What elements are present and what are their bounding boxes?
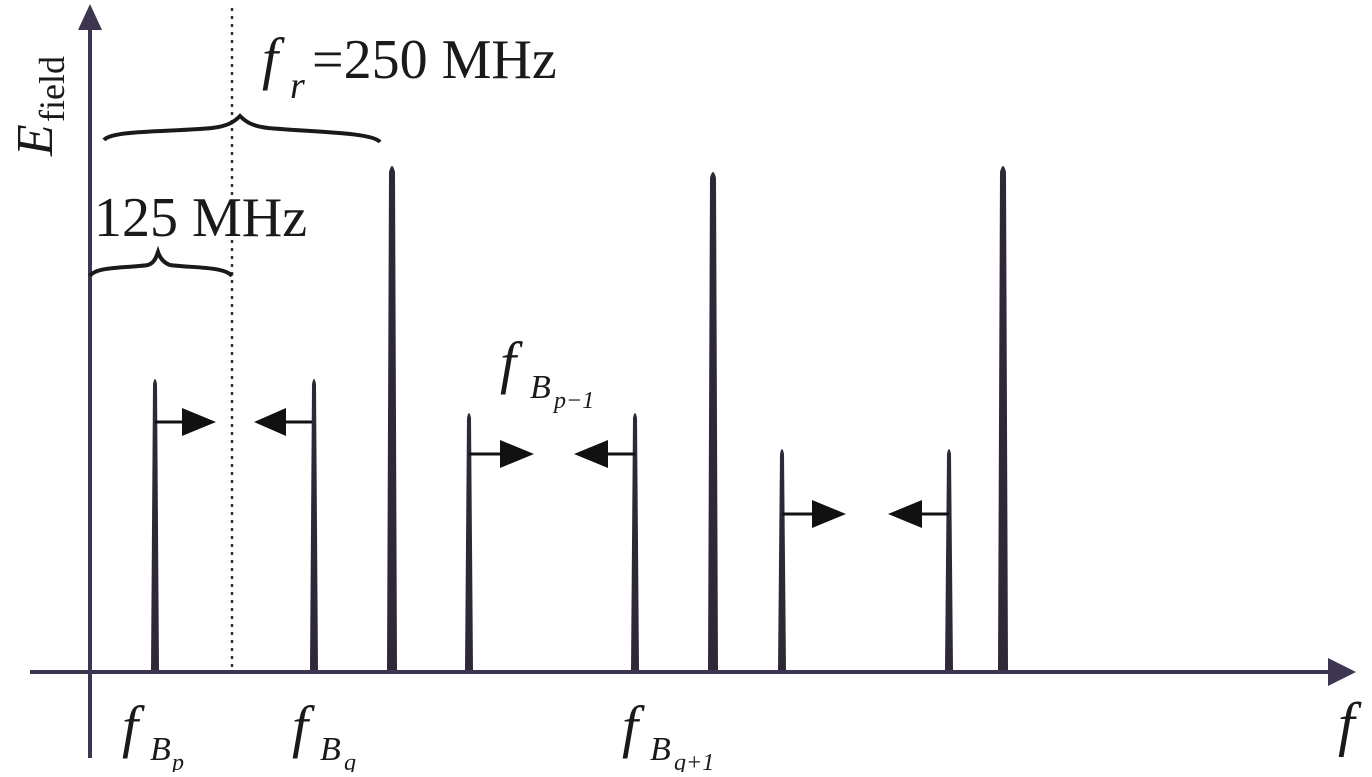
beat-arrows bbox=[155, 408, 949, 528]
arrow-right-2 bbox=[469, 440, 534, 468]
y-axis-label-sub: field bbox=[32, 56, 72, 122]
beat-lines bbox=[151, 379, 953, 670]
label-f-bp: f B p bbox=[122, 694, 184, 776]
label-f-bp1: f B p−1 bbox=[500, 330, 594, 414]
label-f-bq-subsub: q bbox=[344, 750, 356, 772]
comb-line-2 bbox=[708, 172, 718, 670]
label-f-bq1-sub: B bbox=[650, 731, 671, 768]
label-f-bq1: f B q+1 bbox=[622, 694, 714, 776]
y-axis-label: E field bbox=[7, 56, 72, 157]
label-f-bp-sub: B bbox=[150, 731, 171, 768]
arrow-left-2 bbox=[574, 440, 635, 468]
x-axis bbox=[30, 658, 1356, 686]
beat-line-p-1 bbox=[465, 413, 473, 670]
half-rate-brace bbox=[88, 245, 234, 278]
arrow-left-3 bbox=[888, 500, 949, 528]
rep-rate-sub: r bbox=[290, 65, 305, 107]
comb-lines bbox=[387, 166, 1008, 670]
rep-rate-label: f r =250 MHz bbox=[262, 26, 557, 107]
arrow-right-3 bbox=[782, 500, 846, 528]
half-rate-label: 125 MHz bbox=[94, 187, 307, 249]
beat-line-q+1 bbox=[631, 413, 639, 670]
label-f-bq-main: f bbox=[292, 694, 315, 759]
rep-rate-value: =250 MHz bbox=[312, 29, 557, 91]
label-f-bp1-main: f bbox=[500, 330, 523, 395]
rep-rate-brace bbox=[102, 113, 382, 144]
arrow-right-1 bbox=[155, 408, 216, 436]
y-axis bbox=[78, 4, 102, 758]
x-axis-label: f bbox=[1338, 691, 1362, 757]
rep-rate-main: f bbox=[262, 26, 285, 91]
y-axis-label-main: E bbox=[7, 124, 64, 157]
label-f-bq: f B q bbox=[292, 694, 356, 776]
beat-line-5 bbox=[778, 449, 786, 670]
beat-line-q bbox=[310, 379, 318, 670]
label-f-bq-sub: B bbox=[320, 731, 341, 768]
label-f-bq1-main: f bbox=[622, 694, 645, 759]
label-f-bp1-sub: B bbox=[530, 369, 551, 406]
arrow-left-1 bbox=[254, 408, 312, 436]
label-f-bp-subsub: p bbox=[170, 750, 184, 772]
label-f-bp1-subsub: p−1 bbox=[552, 388, 594, 414]
label-f-bq1-subsub: q+1 bbox=[674, 750, 714, 772]
comb-line-3 bbox=[998, 166, 1008, 670]
comb-line-1 bbox=[387, 166, 397, 670]
beat-line-p bbox=[151, 379, 159, 670]
beat-line-6 bbox=[945, 449, 953, 670]
label-f-bp-main: f bbox=[122, 694, 145, 759]
